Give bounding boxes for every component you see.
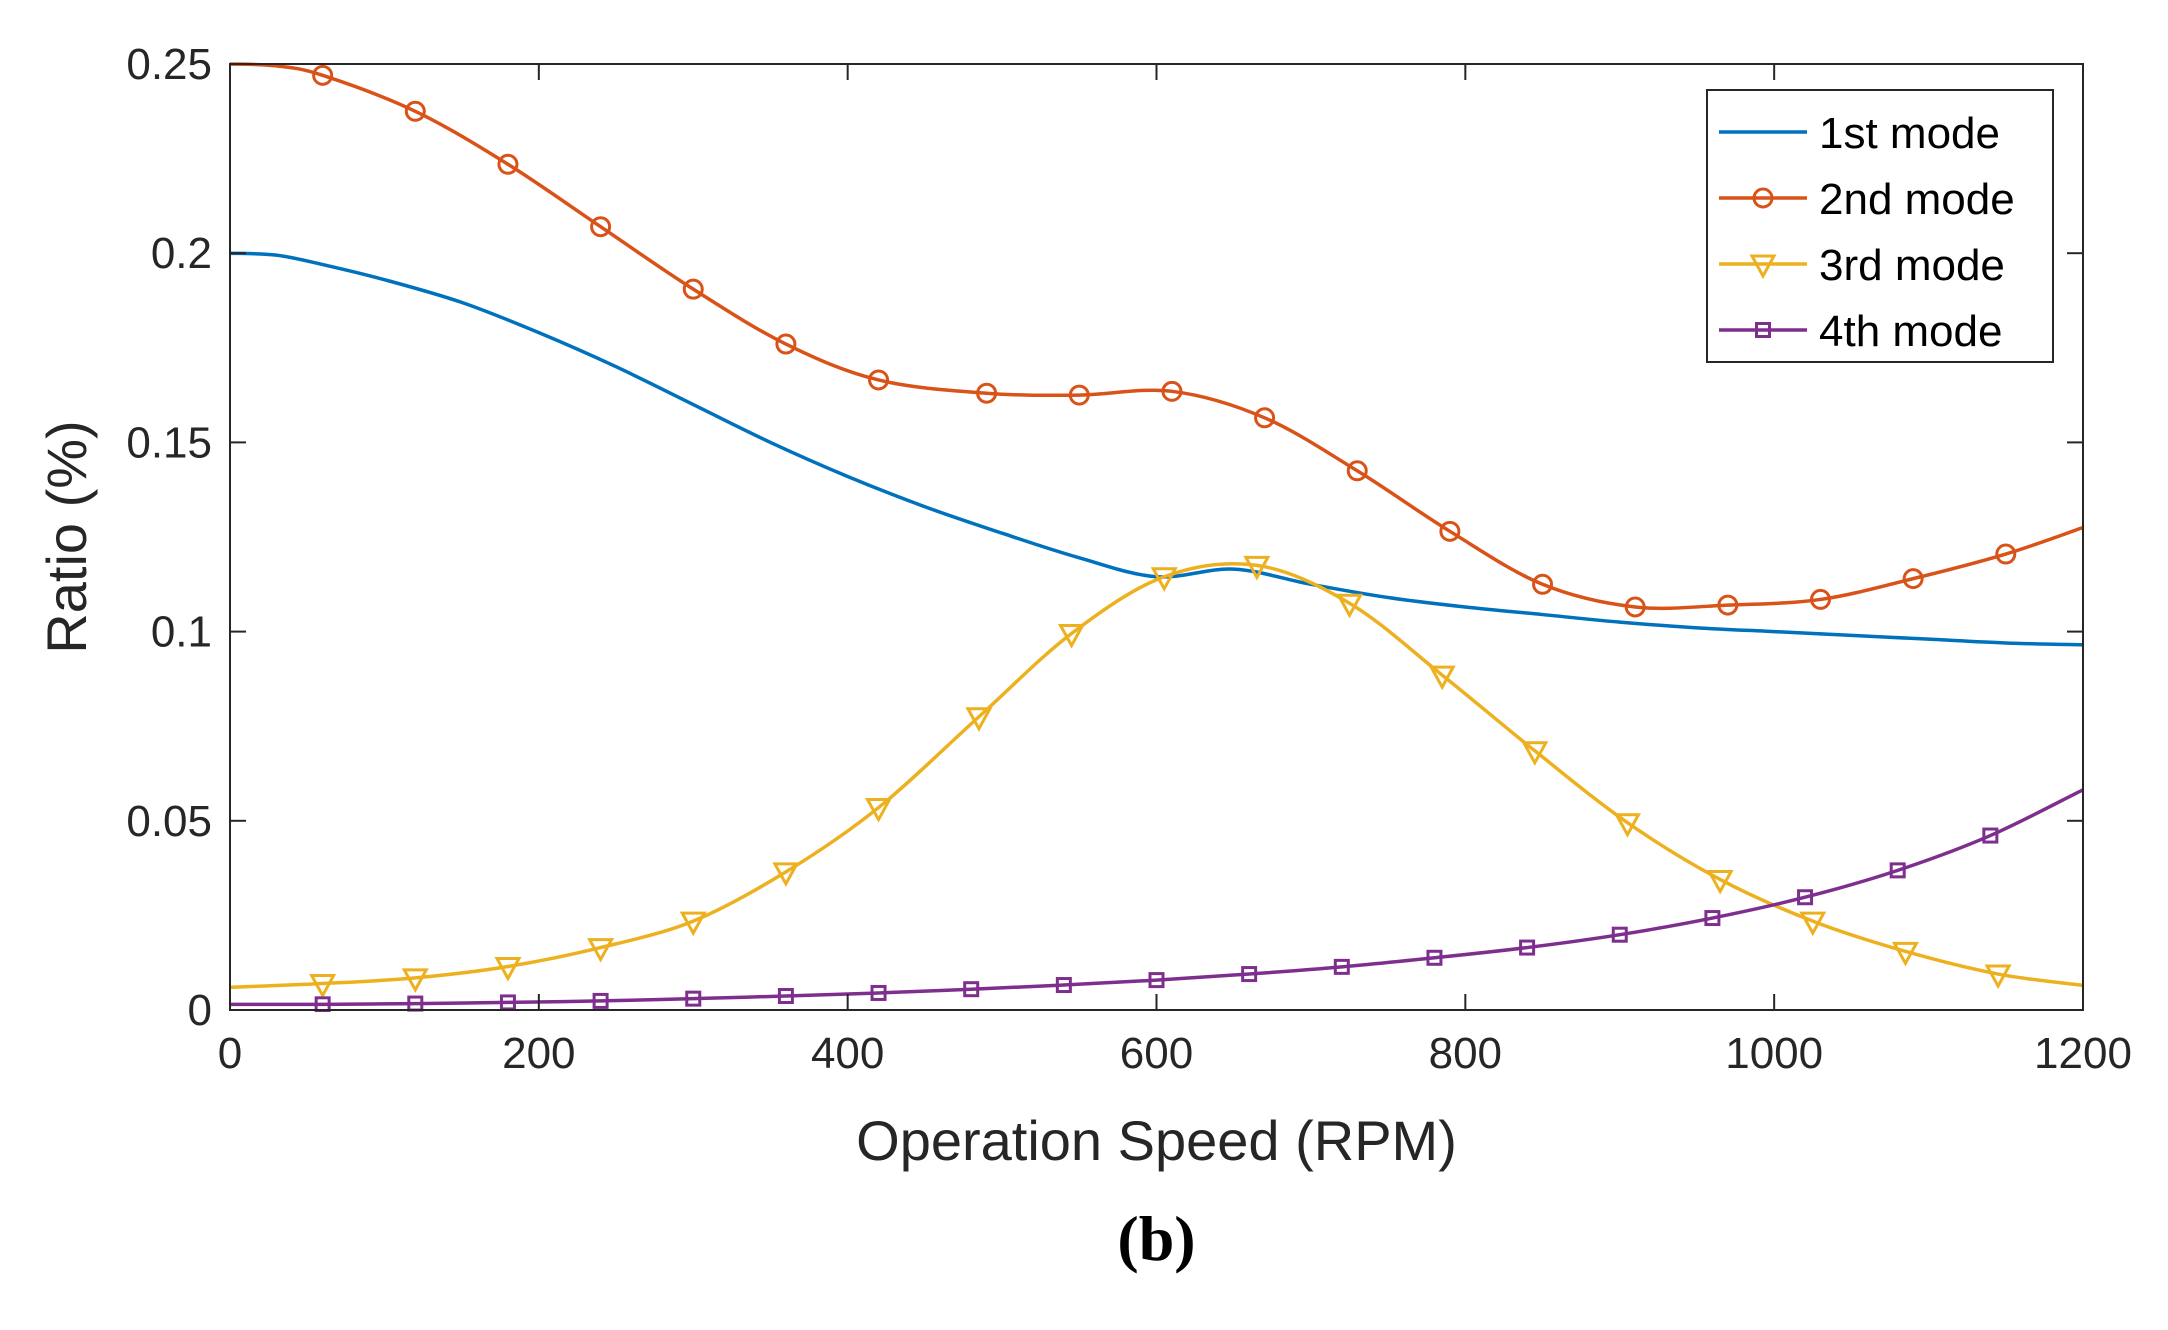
data-point-series-3 (1243, 555, 1271, 581)
data-point-series-3 (1891, 941, 1919, 967)
data-point-series-4 (870, 984, 887, 1001)
series-line-3 (230, 561, 2083, 990)
data-point-series-2 (1346, 460, 1368, 482)
data-point-series-4 (1148, 972, 1165, 989)
data-point-series-3 (965, 707, 993, 732)
data-point-series-3 (309, 974, 337, 999)
data-point-series-3 (772, 862, 800, 887)
legend-label: 1st mode (1819, 109, 2000, 158)
data-point-series-2 (1439, 520, 1461, 542)
data-point-series-4 (1519, 939, 1536, 956)
x-tick-label: 1200 (2034, 1029, 2132, 1078)
data-point-series-3 (494, 956, 522, 982)
x-tick-label: 800 (1429, 1029, 1502, 1078)
legend-entry-2: 2nd mode (1719, 175, 2015, 224)
y-axis-title: Ratio (%) (35, 420, 98, 653)
data-point-series-3 (1706, 869, 1734, 895)
data-point-series-4 (1333, 958, 1350, 975)
data-point-series-3 (865, 798, 893, 823)
y-tick-label: 0.25 (126, 40, 212, 89)
data-point-series-4 (1611, 926, 1628, 943)
data-point-series-2 (404, 100, 426, 122)
data-point-series-3 (1335, 593, 1364, 619)
data-point-series-4 (1426, 949, 1443, 966)
data-point-series-2 (1068, 384, 1090, 406)
series-2 (230, 62, 2083, 618)
legend-marker (1749, 254, 1777, 280)
data-point-series-4 (685, 990, 702, 1007)
data-point-series-2 (1995, 543, 2017, 565)
data-point-series-4 (1889, 862, 1906, 879)
data-point-series-2 (682, 278, 704, 300)
data-point-series-2 (1717, 594, 1739, 616)
data-point-series-2 (976, 382, 998, 404)
legend-label: 4th mode (1819, 307, 2002, 356)
data-point-series-3 (1521, 741, 1549, 766)
legend-entry-1: 1st mode (1719, 109, 2000, 158)
legend-label: 2nd mode (1819, 175, 2015, 224)
data-point-series-2 (497, 153, 519, 175)
data-point-series-3 (679, 911, 707, 937)
data-point-series-3 (587, 938, 615, 963)
series-line-2 (230, 62, 2083, 611)
panel-label: (b) (1117, 1203, 1195, 1274)
legend-marker (1755, 322, 1771, 338)
data-point-series-4 (963, 981, 980, 998)
y-tick-label: 0.2 (151, 229, 212, 278)
data-point-series-2 (1809, 588, 1831, 610)
data-point-series-3 (401, 968, 429, 993)
data-point-series-2 (868, 369, 890, 391)
data-point-series-4 (1055, 977, 1072, 994)
x-tick-label: 600 (1120, 1029, 1193, 1078)
series-line-4 (230, 788, 2083, 1007)
data-point-series-3 (1984, 964, 2012, 990)
data-point-series-2 (1161, 380, 1183, 402)
x-tick-label: 400 (811, 1029, 884, 1078)
data-point-series-4 (592, 992, 609, 1009)
data-point-series-3 (1613, 813, 1642, 838)
series-1 (230, 251, 2083, 647)
data-point-series-2 (312, 64, 334, 86)
data-point-series-4 (777, 987, 794, 1004)
x-tick-label: 0 (218, 1029, 242, 1078)
x-tick-label: 200 (502, 1029, 575, 1078)
series-4 (230, 788, 2083, 1012)
data-point-series-4 (499, 994, 516, 1011)
data-point-series-4 (1704, 910, 1721, 927)
x-tick-label: 1000 (1725, 1029, 1823, 1078)
data-point-series-2 (775, 333, 797, 355)
y-tick-label: 0.15 (126, 418, 212, 467)
data-point-series-2 (1624, 596, 1646, 618)
data-point-series-3 (1799, 911, 1827, 937)
series-layer (230, 62, 2083, 1012)
data-point-series-3 (1428, 665, 1456, 691)
y-tick-label: 0 (188, 986, 212, 1035)
y-tick-label: 0.1 (151, 608, 212, 657)
legend-entry-3: 3rd mode (1719, 241, 2005, 290)
y-tick-label: 0.05 (126, 797, 212, 846)
legend-box (1706, 89, 2054, 363)
legend-marker (1752, 187, 1774, 209)
x-axis-title: Operation Speed (RPM) (856, 1109, 1457, 1172)
data-point-series-2 (1254, 407, 1276, 429)
legend: 1st mode 2nd mode 3rd mode 4th mode (1706, 89, 2054, 363)
data-point-series-4 (1797, 889, 1814, 906)
data-point-series-4 (1982, 827, 1999, 844)
axes-layer: 0 200 400 600 800 1000 1200 0 0.05 0.1 0.15 0.2 0.25 (126, 40, 2132, 1078)
data-point-series-2 (1902, 568, 1924, 590)
data-point-series-3 (1150, 567, 1178, 592)
series-line-1 (230, 251, 2083, 647)
legend-label: 3rd mode (1819, 241, 2005, 290)
data-point-series-4 (1241, 966, 1258, 983)
data-point-series-2 (1532, 573, 1554, 595)
data-point-series-3 (1058, 623, 1086, 649)
legend-entry-4: 4th mode (1719, 307, 2002, 356)
data-point-series-2 (590, 216, 612, 238)
series-3 (230, 555, 2083, 999)
